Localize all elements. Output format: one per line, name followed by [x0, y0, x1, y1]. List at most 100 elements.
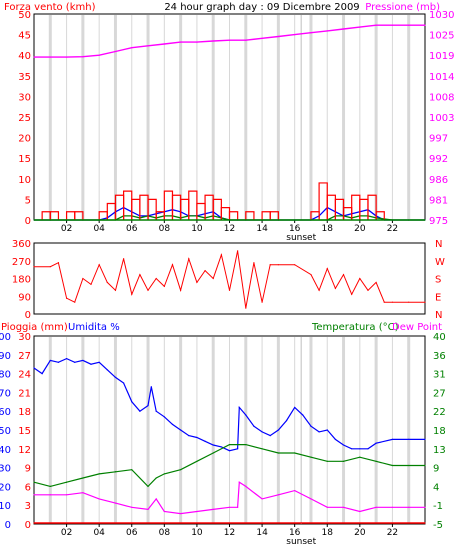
data-point: [237, 506, 239, 508]
rain-tick-label: 6: [25, 482, 31, 493]
data-point: [147, 404, 149, 407]
data-point: [82, 492, 84, 494]
temperature-axis-label: Temperatura (°C): [311, 322, 399, 333]
data-point: [49, 359, 51, 362]
data-point: [326, 506, 328, 508]
x-tick-label: 18: [322, 528, 334, 538]
data-point: [359, 448, 361, 450]
wind-tick-label: 20: [18, 134, 31, 145]
pressure-tick-label: 1025: [429, 31, 454, 42]
data-point: [238, 481, 240, 483]
compass-tick-label: E: [435, 292, 441, 303]
temperature-tick-label: 13: [433, 445, 446, 456]
humidity-tick-label: 30: [0, 464, 11, 475]
data-point: [245, 485, 247, 487]
series-line: [34, 250, 425, 309]
data-point: [114, 376, 117, 378]
data-point: [326, 30, 328, 32]
data-point: [180, 429, 182, 431]
data-point: [212, 444, 214, 446]
data-point: [98, 54, 100, 56]
data-point: [277, 35, 279, 38]
wind-tick-label: 10: [18, 175, 31, 186]
data-point: [65, 481, 68, 483]
dewpoint-axis-label: Dew Point: [392, 322, 442, 333]
x-tick-label: 06: [126, 528, 138, 538]
data-point: [391, 464, 394, 467]
compass-tick-label: W: [435, 257, 445, 268]
data-point: [408, 301, 410, 303]
data-point: [342, 273, 345, 276]
pressure-tick-label: 975: [429, 216, 448, 227]
temp-humidity-panel: 0102030405060708090100036912151821242730…: [0, 332, 446, 547]
data-point: [106, 369, 108, 371]
data-point: [114, 502, 117, 504]
x-tick-label: 14: [256, 528, 268, 538]
direction-tick-label: 180: [12, 275, 31, 286]
data-point: [163, 285, 165, 287]
data-point: [310, 425, 312, 427]
pressure-axis-label: Pressione (mb): [365, 2, 440, 13]
data-point: [98, 473, 100, 475]
x-tick-label: 22: [387, 224, 398, 234]
data-point: [391, 506, 394, 508]
data-point: [383, 301, 385, 303]
pressure-tick-label: 1003: [429, 113, 454, 124]
pressure-tick-label: 1019: [429, 51, 454, 62]
x-tick-label: 02: [61, 528, 72, 538]
data-point: [98, 498, 100, 500]
gust-bar: [147, 198, 157, 220]
data-point: [367, 289, 369, 291]
data-point: [114, 50, 117, 53]
rain-tick-label: 21: [18, 388, 31, 399]
humidity-tick-label: 10: [0, 501, 11, 512]
gust-bar: [375, 211, 385, 220]
gust-bar: [367, 194, 377, 220]
data-point: [139, 410, 141, 412]
data-point: [326, 460, 328, 462]
rain-tick-label: 18: [18, 407, 31, 418]
data-point: [228, 444, 231, 446]
temperature-tick-label: 36: [433, 351, 446, 362]
pressure-tick-label: 986: [429, 175, 448, 186]
data-point: [106, 281, 108, 284]
data-point: [114, 289, 117, 291]
temperature-tick-label: 4: [433, 482, 439, 493]
pressure-tick-label: 981: [429, 195, 448, 206]
data-point: [220, 254, 222, 256]
data-point: [310, 273, 312, 276]
data-point: [294, 406, 296, 409]
data-point: [82, 477, 84, 479]
series-line: [33, 444, 425, 488]
humidity-tick-label: 20: [0, 482, 11, 493]
chart-title: 24 hour graph day : 09 Dicembre 2009: [164, 2, 359, 13]
temperature-tick-label: 31: [433, 370, 446, 381]
x-tick-label: 08: [159, 224, 171, 234]
humidity-tick-label: 60: [0, 407, 11, 418]
data-point: [424, 301, 426, 303]
data-point: [228, 450, 231, 452]
data-point: [196, 460, 198, 462]
wind-tick-label: 35: [18, 72, 31, 83]
data-point: [114, 471, 117, 473]
data-point: [238, 406, 240, 409]
wind-tick-label: 5: [25, 195, 31, 206]
plot-area: [33, 242, 426, 315]
data-point: [163, 510, 165, 513]
data-point: [408, 506, 410, 508]
data-point: [310, 456, 312, 458]
data-point: [82, 359, 84, 362]
rain-tick-label: 3: [25, 501, 31, 512]
data-point: [245, 307, 247, 309]
data-point: [131, 506, 133, 508]
data-point: [57, 262, 60, 264]
data-point: [147, 485, 149, 487]
data-point: [131, 469, 133, 471]
data-point: [261, 498, 263, 500]
humidity-tick-label: 90: [0, 351, 11, 362]
data-point: [334, 438, 336, 440]
data-point: [277, 429, 279, 431]
data-point: [277, 452, 279, 454]
